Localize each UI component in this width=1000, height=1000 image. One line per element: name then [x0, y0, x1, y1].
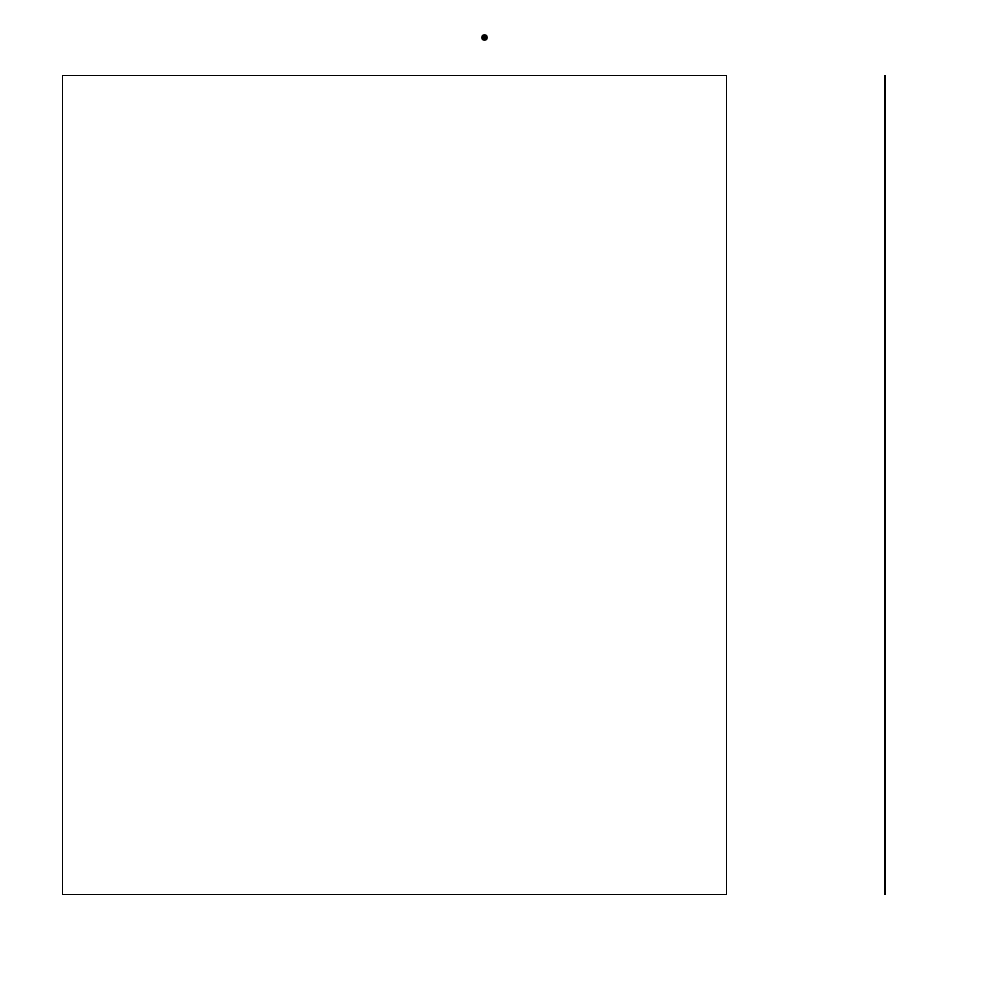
wind-svg	[760, 75, 985, 895]
skewt-plot-area[interactable]	[62, 75, 727, 895]
height-axis-line	[884, 75, 886, 895]
station-dot-icon	[480, 34, 488, 41]
skewt-svg	[63, 76, 725, 893]
wind-panel	[760, 75, 985, 895]
chart-header	[0, 26, 1000, 50]
